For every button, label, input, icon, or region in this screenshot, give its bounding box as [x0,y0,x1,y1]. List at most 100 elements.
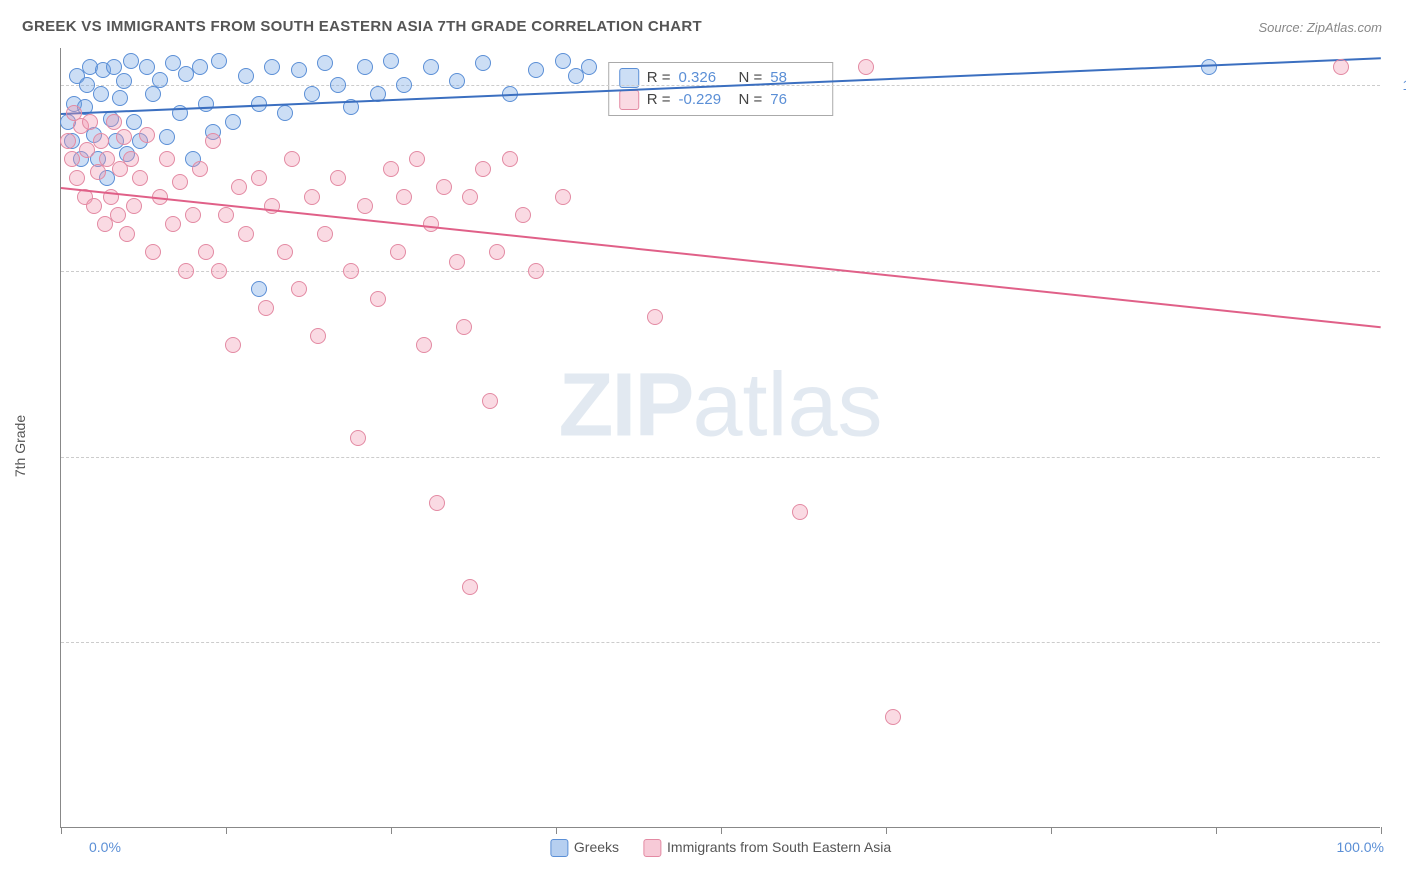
x-axis-min-label: 0.0% [89,839,121,855]
stat-n-value: 76 [770,89,822,111]
x-axis-max-label: 100.0% [1337,839,1384,855]
stats-row: R = -0.229N = 76 [619,89,823,111]
data-point [110,207,126,223]
data-point [423,59,439,75]
data-point [126,198,142,214]
watermark: ZIPatlas [558,355,882,458]
data-point [482,393,498,409]
legend-item: Greeks [550,839,619,857]
data-point [119,226,135,242]
data-point [383,161,399,177]
data-point [82,114,98,130]
data-point [502,151,518,167]
data-point [64,151,80,167]
stat-r-label: R = [647,89,671,111]
x-tick [1216,827,1217,834]
data-point [159,151,175,167]
data-point [396,189,412,205]
data-point [132,170,148,186]
data-point [116,73,132,89]
data-point [475,161,491,177]
data-point [317,55,333,71]
data-point [277,105,293,121]
watermark-rest: atlas [692,356,882,456]
data-point [145,244,161,260]
data-point [159,129,175,145]
data-point [462,189,478,205]
data-point [123,151,139,167]
data-point [165,55,181,71]
x-tick [391,827,392,834]
legend-label: Immigrants from South Eastern Asia [667,839,891,855]
data-point [277,244,293,260]
data-point [343,263,359,279]
data-point [231,179,247,195]
legend-swatch [550,839,568,857]
data-point [456,319,472,335]
data-point [251,281,267,297]
data-point [139,59,155,75]
data-point [165,216,181,232]
x-tick [61,827,62,834]
data-point [528,62,544,78]
legend-bottom: Greeks Immigrants from South Eastern Asia [550,839,891,857]
data-point [792,504,808,520]
data-point [885,709,901,725]
data-point [429,495,445,511]
data-point [251,170,267,186]
data-point [238,226,254,242]
data-point [489,244,505,260]
data-point [93,133,109,149]
data-point [238,68,254,84]
data-point [69,170,85,186]
data-point [396,77,412,93]
x-tick [226,827,227,834]
gridline [61,271,1380,272]
data-point [145,86,161,102]
source-attribution: Source: ZipAtlas.com [1258,20,1382,35]
data-point [390,244,406,260]
x-tick [721,827,722,834]
data-point [357,198,373,214]
data-point [475,55,491,71]
chart-title: GREEK VS IMMIGRANTS FROM SOUTH EASTERN A… [22,18,702,35]
y-tick-label: 80.0% [1390,449,1406,465]
data-point [304,86,320,102]
legend-swatch [643,839,661,857]
data-point [205,133,221,149]
data-point [192,161,208,177]
data-point [211,53,227,69]
legend-label: Greeks [574,839,619,855]
data-point [116,129,132,145]
data-point [291,62,307,78]
data-point [449,254,465,270]
data-point [192,59,208,75]
data-point [370,291,386,307]
x-tick [1381,827,1382,834]
x-tick [556,827,557,834]
data-point [112,90,128,106]
stats-swatch [619,90,639,110]
data-point [350,430,366,446]
data-point [528,263,544,279]
data-point [123,53,139,69]
y-tick-label: 100.0% [1390,77,1406,93]
data-point [330,77,346,93]
data-point [515,207,531,223]
data-point [106,114,122,130]
data-point [152,72,168,88]
data-point [383,53,399,69]
data-point [555,53,571,69]
data-point [317,226,333,242]
data-point [225,114,241,130]
data-point [284,151,300,167]
data-point [357,59,373,75]
data-point [647,309,663,325]
data-point [198,96,214,112]
data-point [93,86,109,102]
data-point [139,127,155,143]
watermark-bold: ZIP [558,356,692,456]
data-point [462,579,478,595]
data-point [291,281,307,297]
data-point [258,300,274,316]
